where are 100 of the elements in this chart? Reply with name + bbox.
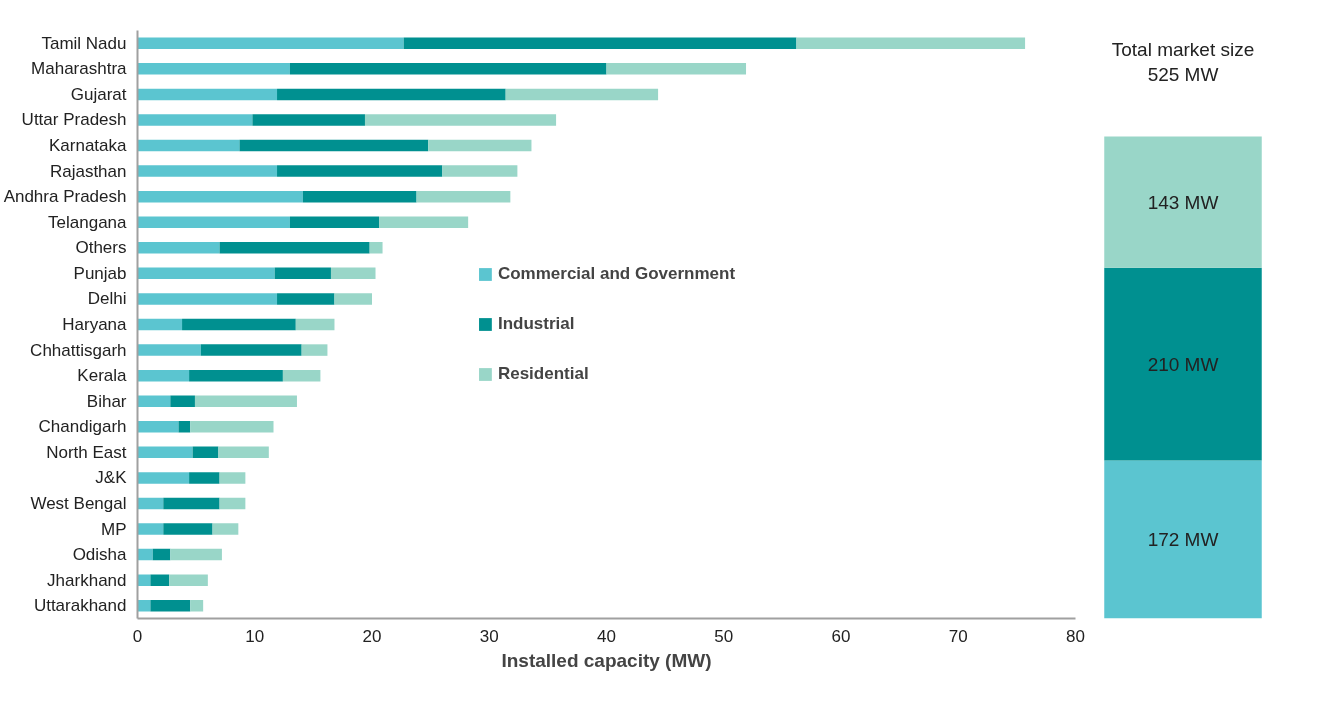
bar: [219, 242, 370, 254]
y-tick-label: Punjab: [73, 263, 127, 283]
bar: [137, 293, 278, 305]
bar: [169, 574, 208, 586]
bar: [137, 165, 278, 177]
bar: [428, 139, 532, 152]
bar: [137, 190, 303, 203]
y-tick-label: J&K: [95, 468, 128, 488]
y-tick-label: Rajasthan: [49, 161, 127, 181]
bar: [330, 267, 376, 280]
x-tick-label: 60: [831, 626, 851, 646]
bar: [403, 37, 797, 50]
bar: [163, 523, 213, 535]
x-tick-label: 50: [714, 626, 734, 646]
x-tick-label: 40: [597, 626, 616, 646]
bar: [606, 63, 747, 75]
data-label: 172 MW: [1147, 529, 1219, 551]
bar: [182, 318, 296, 331]
bar: [170, 395, 195, 407]
bar: [239, 139, 429, 152]
y-tick-label: Uttarakhand: [33, 596, 127, 616]
bar: [218, 446, 269, 459]
bar: [137, 242, 220, 254]
legend-label: Commercial and Government: [497, 264, 736, 284]
bar: [442, 165, 518, 177]
bar: [137, 318, 183, 331]
bar: [302, 190, 417, 203]
bar: [252, 114, 365, 126]
y-tick-label: Kerala: [77, 366, 128, 386]
y-tick-label: Uttar Pradesh: [21, 110, 127, 130]
x-tick-label: 10: [245, 626, 265, 646]
bar: [137, 523, 164, 535]
bar: [416, 190, 511, 203]
x-tick-label: 80: [1066, 626, 1085, 646]
bar: [178, 421, 191, 433]
bar: [505, 88, 659, 101]
bar: [277, 293, 335, 305]
bar: [137, 267, 275, 280]
bar: [137, 88, 278, 101]
bar: [289, 216, 380, 228]
bar: [277, 165, 443, 177]
bar: [194, 395, 297, 407]
bar: [137, 114, 253, 126]
y-tick-label: Bihar: [86, 391, 127, 411]
bar: [277, 88, 506, 101]
bar: [137, 472, 190, 484]
bar: [137, 216, 290, 228]
y-tick-label: Karnataka: [49, 136, 128, 156]
data-label: 210 MW: [1147, 353, 1219, 375]
y-tick-label: Others: [75, 238, 127, 258]
y-tick-label: Haryana: [62, 315, 128, 334]
bar: [192, 446, 219, 459]
bar: [212, 523, 239, 535]
x-tick-label: 30: [479, 626, 499, 646]
bar: [219, 497, 246, 510]
bar: [137, 446, 193, 459]
chart-title: Total market size 525 MW: [1111, 38, 1255, 85]
bar: [163, 497, 220, 510]
bar: [152, 548, 171, 561]
bar: [301, 344, 328, 356]
bar: [796, 37, 1026, 50]
y-tick-label: Maharashtra: [31, 59, 128, 79]
bar: [150, 574, 170, 586]
y-tick-label: Jharkhand: [47, 570, 127, 590]
bar: [137, 369, 190, 382]
bar: [137, 344, 201, 356]
y-tick-label: Delhi: [87, 289, 127, 309]
y-tick-label: Telangana: [48, 212, 128, 232]
x-tick-label: 70: [948, 626, 968, 646]
bar: [137, 63, 290, 75]
y-tick-label: Odisha: [72, 545, 128, 565]
bar: [219, 472, 246, 484]
x-axis-title: Installed capacity (MW): [501, 649, 712, 671]
bar: [190, 421, 274, 433]
x-tick-label: 20: [362, 626, 382, 646]
bar: [274, 267, 331, 280]
bar: [189, 369, 283, 382]
y-tick-label: North East: [46, 442, 127, 462]
bar: [369, 242, 383, 254]
bar: [137, 37, 404, 50]
bar: [364, 114, 557, 126]
bar: [170, 548, 222, 561]
legend-label: Residential: [497, 364, 589, 384]
bar: [295, 318, 335, 331]
y-tick-label: Gujarat: [70, 84, 127, 104]
legend-label: Industrial: [497, 314, 575, 334]
bar: [137, 421, 179, 433]
bar: [189, 472, 220, 484]
y-tick-label: West Bengal: [30, 493, 127, 513]
bar: [200, 344, 302, 356]
y-tick-label: Tamil Nadu: [41, 33, 127, 53]
bar: [282, 369, 321, 382]
bar: [379, 216, 469, 228]
bar: [137, 139, 240, 152]
x-tick-label: 0: [132, 626, 143, 646]
bar: [190, 599, 204, 612]
bar: [289, 63, 607, 75]
bar: [334, 293, 372, 305]
bar: [150, 599, 191, 612]
y-tick-label: MP: [101, 519, 127, 539]
